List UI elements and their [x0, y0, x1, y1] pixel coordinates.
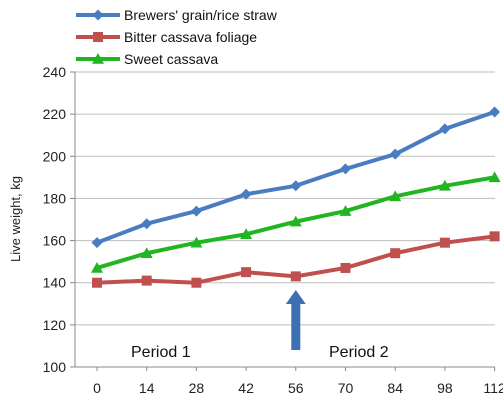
legend-item-sweet-cassava: Sweet cassava — [76, 51, 218, 67]
point-s2-x70 — [339, 205, 352, 216]
y-tick-label-100: 100 — [43, 359, 67, 375]
point-s2-x56 — [289, 215, 302, 227]
point-s1-x84 — [390, 248, 401, 259]
y-tick-label-180: 180 — [43, 190, 67, 206]
point-s0-x0 — [91, 237, 103, 249]
point-s1-x112 — [489, 231, 500, 242]
series-1 — [92, 231, 500, 288]
y-axis-title: Live weight, kg — [8, 176, 23, 262]
legend-item-brewers-grain: Brewers' grain/rice straw — [76, 7, 278, 23]
period-1-label: Period 1 — [131, 344, 191, 361]
point-s0-x112 — [489, 106, 501, 118]
point-s0-x70 — [340, 163, 351, 175]
legend-marker-shape-2 — [92, 53, 104, 64]
point-s0-x28 — [190, 205, 202, 217]
point-s2-x42 — [240, 228, 253, 240]
x-tick-label-70: 70 — [338, 380, 354, 396]
legend-marker-brewers-grain — [92, 9, 104, 21]
x-tick-label-56: 56 — [288, 380, 304, 396]
point-s0-x84 — [389, 148, 401, 160]
legend-label-sweet-cassava: Sweet cassava — [124, 51, 218, 67]
arrow-head — [285, 290, 306, 304]
legend-marker-sweet-cassava — [92, 53, 104, 64]
arrow-shaft — [291, 303, 301, 350]
point-s1-x42 — [241, 267, 252, 278]
x-tick-label-84: 84 — [387, 380, 403, 396]
y-tick-label-200: 200 — [43, 148, 67, 164]
x-tick-label-112: 112 — [483, 380, 503, 396]
x-tick-label-42: 42 — [238, 380, 254, 396]
series-0 — [91, 106, 501, 249]
x-tick-label-14: 14 — [139, 380, 155, 396]
point-s2-x98 — [438, 179, 451, 191]
point-s1-x98 — [439, 237, 450, 248]
y-tick-label-160: 160 — [43, 233, 67, 249]
series-2 — [91, 171, 501, 273]
y-tick-label-220: 220 — [43, 106, 67, 122]
y-tick-labels: 100 120 140 160 180 200 220 240 — [43, 64, 67, 375]
x-tick-labels: 0 14 28 42 56 70 84 98 112 — [93, 367, 503, 396]
point-s1-x56 — [290, 271, 301, 282]
legend-label-brewers-grain: Brewers' grain/rice straw — [124, 7, 278, 23]
gridlines — [70, 71, 495, 368]
legend-marker-shape-1 — [93, 32, 103, 42]
point-s2-x84 — [389, 190, 402, 202]
y-tick-label-140: 140 — [43, 275, 67, 291]
point-s0-x14 — [141, 218, 153, 230]
period-boundary-arrow — [285, 290, 306, 350]
y-tick-label-120: 120 — [43, 317, 67, 333]
point-s2-x0 — [91, 261, 103, 273]
x-tick-label-28: 28 — [189, 380, 205, 396]
period-2-label: Period 2 — [329, 344, 389, 361]
point-s0-x56 — [290, 180, 302, 192]
point-s1-x70 — [340, 262, 351, 273]
legend-marker-shape-0 — [92, 9, 104, 21]
axes — [74, 72, 495, 368]
legend-label-bitter-cassava: Bitter cassava foliage — [124, 29, 257, 45]
point-s0-x42 — [240, 188, 252, 200]
point-s1-x14 — [141, 275, 152, 286]
point-s0-x98 — [439, 123, 451, 135]
point-s1-x0 — [92, 277, 102, 288]
y-tick-label-240: 240 — [43, 64, 67, 80]
legend: Brewers' grain/rice straw Bitter cassava… — [76, 7, 278, 67]
series-group — [91, 106, 501, 288]
x-tick-label-0: 0 — [93, 380, 101, 396]
point-s2-x112 — [488, 171, 501, 183]
point-s2-x14 — [140, 247, 153, 259]
legend-item-bitter-cassava: Bitter cassava foliage — [76, 29, 257, 45]
legend-marker-bitter-cassava — [93, 32, 103, 42]
point-s1-x28 — [191, 277, 202, 288]
x-tick-label-98: 98 — [437, 380, 453, 396]
point-s2-x28 — [190, 236, 203, 248]
